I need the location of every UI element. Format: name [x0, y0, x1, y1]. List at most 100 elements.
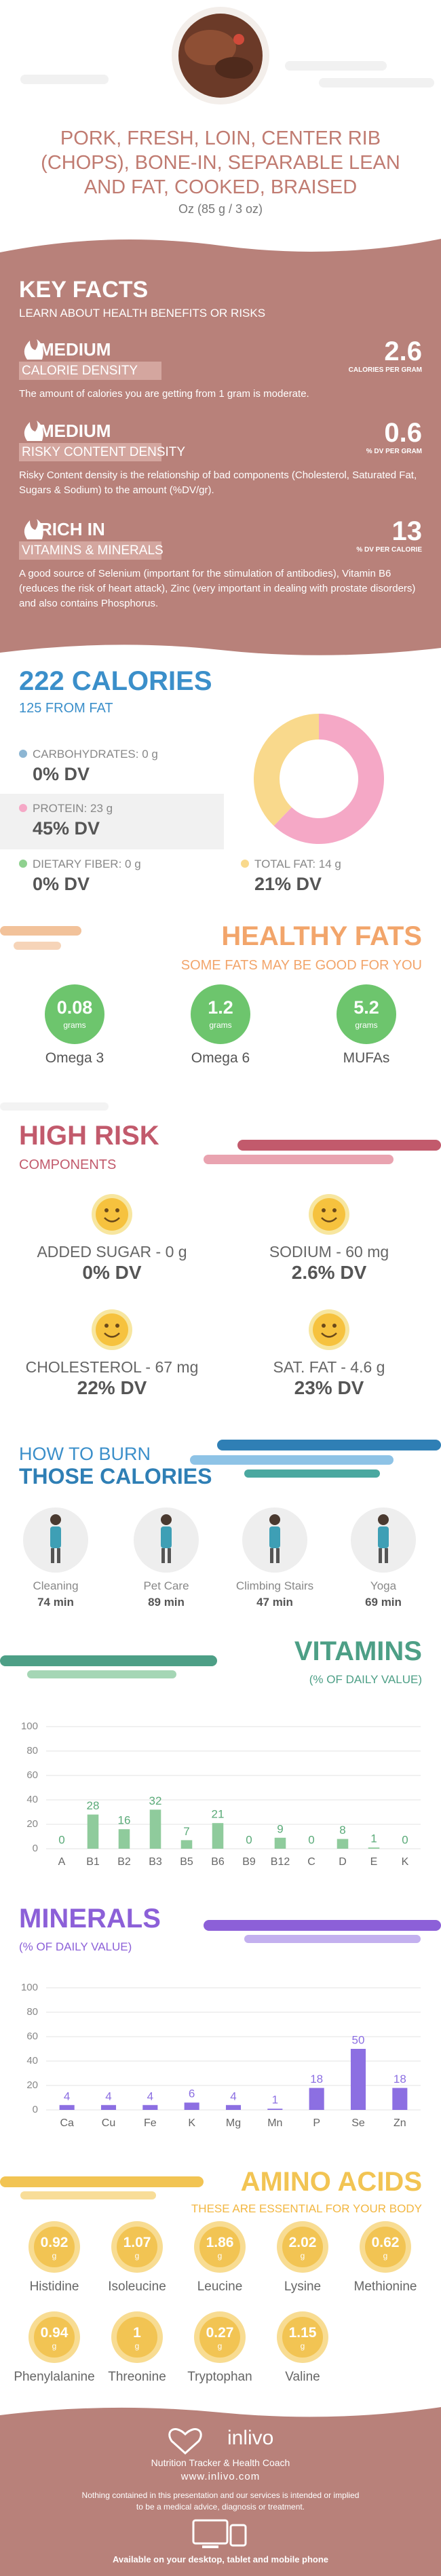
decoration — [0, 1655, 217, 1666]
activity-icon — [276, 1548, 280, 1563]
risk-icon — [96, 1198, 128, 1231]
risk-icon — [115, 1324, 119, 1328]
amino-blob — [117, 2227, 157, 2267]
activity-icon — [50, 1514, 61, 1525]
risk-dv: 23% DV — [294, 1377, 364, 1398]
activity-icon — [161, 1526, 172, 1548]
brand: inlivo — [227, 2427, 274, 2449]
section-subtitle: LEARN ABOUT HEALTH BENEFITS OR RISKS — [19, 307, 266, 320]
fact-icon — [24, 519, 43, 539]
donut-segment — [273, 714, 385, 844]
amino-unit: g — [52, 2251, 57, 2261]
fat-circle — [337, 984, 396, 1044]
value-label: 0 — [308, 1833, 314, 1846]
value-label: 28 — [87, 1799, 100, 1812]
y-tick-label: 20 — [26, 1818, 38, 1830]
activity-icon — [270, 1548, 273, 1563]
fat-circle — [191, 984, 250, 1044]
activity-icon — [161, 1548, 165, 1563]
amino-blob — [282, 2317, 323, 2358]
amino-unit: g — [217, 2341, 223, 2351]
y-tick-label: 0 — [33, 2104, 38, 2115]
logo-icon — [168, 2428, 202, 2455]
bar — [100, 2104, 117, 2110]
nutrient-dv: 21% DV — [254, 874, 322, 894]
decoration — [244, 1469, 380, 1478]
decoration — [285, 61, 387, 71]
device-icon — [192, 2519, 229, 2545]
y-tick-label: 80 — [26, 2006, 38, 2018]
bar — [184, 2102, 199, 2110]
activity-name: Climbing Stairs — [235, 1579, 314, 1592]
section-subtitle: 125 FROM FAT — [19, 701, 113, 716]
fat-unit: grams — [209, 1020, 232, 1030]
risk-label: CHOLESTEROL - 67 mg — [25, 1358, 199, 1376]
x-tick-label: K — [402, 1856, 409, 1868]
fat-name: MUFAs — [343, 1050, 390, 1066]
device-icon — [229, 2524, 247, 2547]
nutrient-label: CARBOHYDRATES: 0 g — [33, 748, 158, 761]
decoration — [0, 2176, 204, 2187]
amino-value: 1.07 — [123, 2235, 151, 2250]
y-tick-label: 80 — [26, 1745, 38, 1756]
risk-icon — [104, 1332, 120, 1338]
risk-icon — [321, 1332, 337, 1338]
fact-unit: CALORIES PER GRAM — [348, 366, 422, 374]
x-tick-label: B2 — [117, 1856, 131, 1868]
y-tick-label: 100 — [21, 1982, 38, 1993]
fact-level: RICH IN — [39, 519, 105, 539]
value-label: 0 — [58, 1833, 64, 1846]
risk-dv: 0% DV — [82, 1262, 142, 1283]
tagline: Nutrition Tracker & Health Coach — [151, 2457, 290, 2468]
risk-label: SAT. FAT - 4.6 g — [273, 1358, 385, 1376]
nutrient-label: PROTEIN: 23 g — [33, 802, 113, 815]
amino-blob — [34, 2227, 75, 2267]
x-tick-label: Fe — [144, 2117, 157, 2129]
section-subtitle: THESE ARE ESSENTIAL FOR YOUR BODY — [191, 2202, 422, 2215]
fact-unit: % DV PER CALORIE — [356, 546, 422, 554]
decoration — [204, 1155, 394, 1164]
bar — [118, 1829, 130, 1849]
x-tick-label: P — [313, 2117, 320, 2129]
fact-value: 0.6 — [384, 418, 422, 448]
x-tick-label: B5 — [180, 1856, 193, 1868]
activity-icon — [50, 1526, 61, 1548]
amino-blob — [199, 2317, 240, 2358]
device-icon — [202, 2545, 218, 2548]
amino-unit: g — [217, 2251, 223, 2261]
risk-label: SODIUM - 60 mg — [269, 1243, 389, 1261]
fact-label-band — [19, 362, 161, 380]
fact-value: 13 — [391, 516, 423, 546]
activity-name: Yoga — [370, 1579, 397, 1592]
food-image — [215, 57, 253, 79]
fat-value: 5.2 — [353, 997, 379, 1018]
decoration — [27, 1670, 176, 1678]
amino-value: 0.27 — [206, 2325, 234, 2341]
risk-icon — [332, 1324, 337, 1328]
availability: Available on your desktop, tablet and mo… — [112, 2554, 329, 2564]
chart-subtitle: (% OF DAILY VALUE) — [309, 1673, 422, 1686]
risk-icon — [321, 1217, 337, 1223]
amino-value: 1.15 — [288, 2325, 317, 2341]
section-title: KEY FACTS — [19, 277, 149, 303]
fact-description: The amount of calories you are getting f… — [19, 388, 309, 400]
y-tick-label: 60 — [26, 1769, 38, 1781]
decoration — [14, 942, 61, 950]
value-label: 16 — [118, 1814, 131, 1827]
bar — [392, 2088, 408, 2110]
fact-unit: % DV PER GRAM — [366, 448, 422, 455]
value-label: 18 — [394, 2073, 406, 2085]
section-subtitle: SOME FATS MAY BE GOOD FOR YOU — [180, 958, 422, 973]
x-tick-label: Mn — [267, 2117, 282, 2129]
y-tick-label: 100 — [21, 1720, 38, 1732]
activity-time: 89 min — [148, 1596, 185, 1609]
chart-title: MINERALS — [19, 1904, 161, 1934]
bar — [87, 1814, 99, 1849]
fat-value: 1.2 — [208, 997, 233, 1018]
amino-value: 0.94 — [40, 2325, 69, 2341]
legend-bullet — [19, 804, 27, 812]
fact-label-band — [19, 443, 161, 461]
amino-unit: g — [134, 2251, 140, 2261]
decoration — [190, 1455, 394, 1465]
